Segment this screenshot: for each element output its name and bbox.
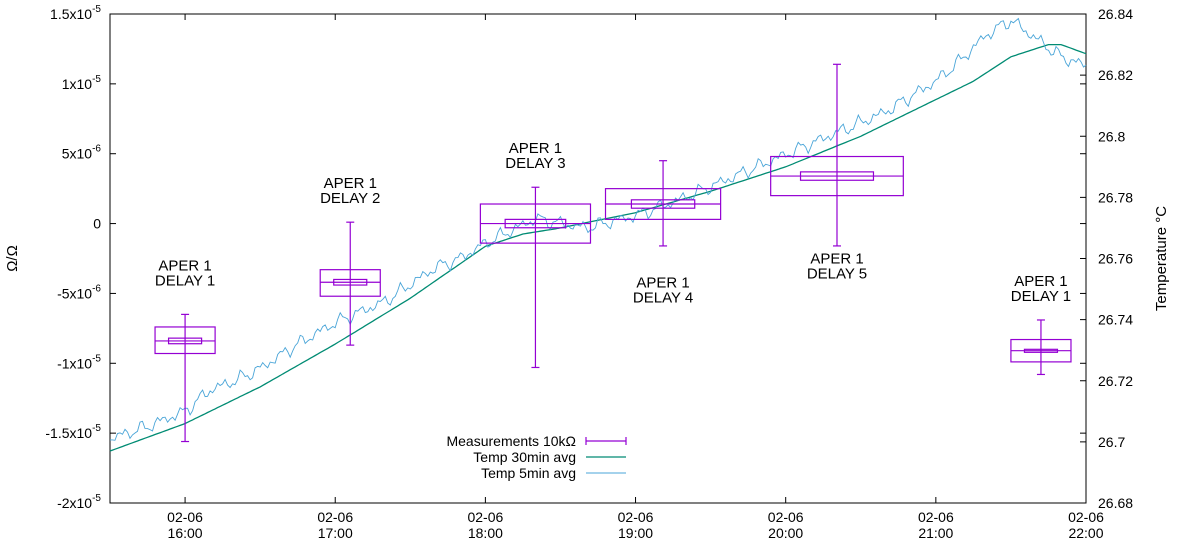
box-label-line-1: APER 1 bbox=[810, 251, 863, 268]
box-label-line-2: DELAY 4 bbox=[633, 289, 693, 306]
x-tick-date: 02-06 bbox=[918, 509, 954, 525]
x-tick-date: 02-06 bbox=[167, 509, 203, 525]
y2-tick-label: 26.84 bbox=[1098, 6, 1133, 22]
y2-tick-label: 26.78 bbox=[1098, 189, 1133, 205]
y2-tick-label: 26.68 bbox=[1098, 495, 1133, 511]
y2-axis-label: Temperature °C bbox=[1153, 206, 1170, 311]
y2-tick-label: 26.74 bbox=[1098, 312, 1133, 328]
box-label-line-2: DELAY 2 bbox=[320, 190, 380, 207]
mean-box bbox=[630, 199, 696, 209]
legend-label: Temp 30min avg bbox=[473, 449, 576, 465]
mean-box bbox=[333, 278, 368, 286]
y2-tick-label: 26.82 bbox=[1098, 67, 1133, 83]
box-label-line-2: DELAY 1 bbox=[155, 272, 215, 289]
box-label-line-1: APER 1 bbox=[636, 274, 689, 291]
y2-tick-label: 26.7 bbox=[1098, 434, 1125, 450]
x-tick-date: 02-06 bbox=[618, 509, 654, 525]
y-tick-label: -1.5x10-5 bbox=[45, 423, 101, 441]
y-tick-label: -1x10-5 bbox=[57, 353, 101, 371]
y-tick-label: -2x10-5 bbox=[57, 493, 101, 511]
x-tick-time: 16:00 bbox=[168, 525, 203, 541]
box-label-line-2: DELAY 1 bbox=[1011, 288, 1071, 305]
y2-tick-label: 26.8 bbox=[1098, 128, 1125, 144]
x-tick-time: 19:00 bbox=[618, 525, 653, 541]
y-tick-label: 1x10-5 bbox=[62, 74, 102, 92]
box-label-line-2: DELAY 3 bbox=[505, 155, 565, 172]
plot-frame bbox=[109, 13, 1087, 504]
x-tick-time: 22:00 bbox=[1068, 525, 1103, 541]
x-tick-time: 18:00 bbox=[468, 525, 503, 541]
mean-box bbox=[504, 218, 567, 229]
x-tick-date: 02-06 bbox=[317, 509, 353, 525]
y2-tick-label: 26.76 bbox=[1098, 251, 1133, 267]
x-tick-date: 02-06 bbox=[467, 509, 503, 525]
legend-label: Temp 5min avg bbox=[481, 465, 576, 481]
mean-box bbox=[1023, 348, 1059, 353]
y-tick-label: 1.5x10-5 bbox=[50, 4, 101, 22]
box-label-line-2: DELAY 5 bbox=[807, 266, 867, 283]
mean-box bbox=[167, 337, 203, 345]
y-tick-label: 0 bbox=[93, 216, 101, 232]
iqr-box bbox=[154, 326, 216, 355]
box-label-line-1: APER 1 bbox=[324, 175, 377, 192]
x-tick-time: 20:00 bbox=[768, 525, 803, 541]
temp-30min-line bbox=[109, 43, 1087, 452]
box-label-line-1: APER 1 bbox=[158, 257, 211, 274]
x-tick-time: 17:00 bbox=[318, 525, 353, 541]
y-tick-label: 5x10-6 bbox=[62, 144, 102, 162]
box-label-line-1: APER 1 bbox=[1014, 273, 1067, 290]
x-tick-date: 02-06 bbox=[1068, 509, 1104, 525]
temp-5min-line bbox=[110, 17, 1087, 441]
mean-box bbox=[799, 171, 875, 181]
box-label-line-1: APER 1 bbox=[509, 140, 562, 157]
x-tick-date: 02-06 bbox=[768, 509, 804, 525]
x-tick-time: 21:00 bbox=[918, 525, 953, 541]
iqr-box bbox=[319, 269, 381, 297]
y-axis-label: Ω/Ω bbox=[4, 245, 21, 272]
y2-tick-label: 26.72 bbox=[1098, 373, 1133, 389]
y-tick-label: -5x10-6 bbox=[57, 283, 101, 301]
legend-label: Measurements 10kΩ bbox=[446, 433, 576, 449]
